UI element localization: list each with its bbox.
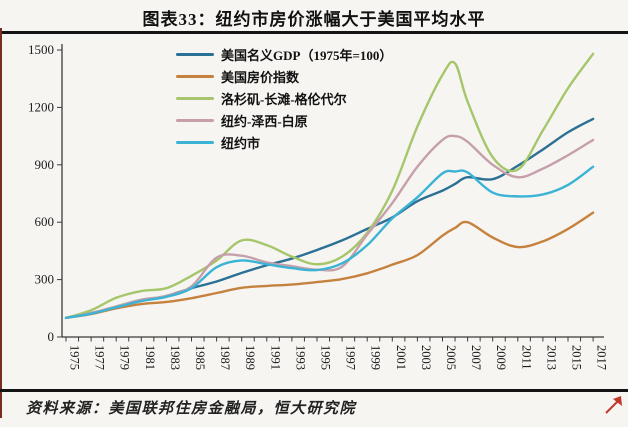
legend-label: 美国房价指数: [221, 69, 300, 85]
x-tick-label: 2015: [570, 345, 584, 370]
legend-label: 洛杉矶-长滩-格伦代尔: [221, 91, 347, 107]
x-tick-label: 2011: [519, 345, 533, 370]
legend-swatch: [176, 140, 214, 144]
x-tick-label: 1999: [369, 345, 383, 370]
x-tick-label: 1991: [268, 345, 282, 370]
y-tick-label: 0: [48, 329, 55, 344]
x-tick-label: 1985: [193, 345, 207, 370]
y-tick-label: 1200: [28, 99, 54, 114]
legend-item: 纽约市: [176, 131, 392, 153]
left-accent-border: [0, 28, 2, 418]
x-tick-label: 1989: [243, 345, 257, 370]
x-tick-label: 2001: [394, 345, 408, 370]
legend-label: 纽约-泽西-白原: [221, 113, 308, 129]
legend-label: 纽约市: [221, 135, 261, 151]
red-arrow-annotation: [605, 396, 622, 414]
series-line-1: [64, 211, 595, 320]
title-divider: [0, 31, 628, 34]
x-tick-label: 1995: [319, 345, 333, 370]
x-tick-label: 2007: [469, 345, 483, 370]
series-line-4: [64, 165, 595, 320]
legend-swatch: [176, 52, 214, 56]
series-line-2: [64, 52, 595, 320]
x-tick-label: 1997: [344, 345, 358, 370]
legend-item: 美国名义GDP（1975年=100）: [176, 43, 392, 65]
legend-swatch: [176, 96, 214, 100]
legend-label: 美国名义GDP（1975年=100）: [221, 47, 393, 63]
x-tick-label: 1975: [68, 345, 82, 370]
chart-legend: 美国名义GDP（1975年=100） 美国房价指数洛杉矶-长滩-格伦代尔 纽约-泽西…: [176, 43, 392, 153]
legend-item: 美国房价指数: [176, 65, 392, 87]
legend-item: 洛杉矶-长滩-格伦代尔: [176, 87, 392, 109]
legend-swatch: [176, 118, 214, 122]
x-tick-label: 1983: [168, 345, 182, 370]
x-tick-label: 1977: [93, 345, 107, 370]
x-tick-label: 2005: [444, 345, 458, 370]
x-tick-label: 1979: [118, 345, 132, 370]
x-tick-label: 2009: [494, 345, 508, 370]
x-tick-label: 2003: [419, 345, 433, 370]
bottom-divider: [0, 389, 628, 392]
source-note: 资料来源：美国联邦住房金融局，恒大研究院: [26, 401, 357, 417]
x-tick-label: 1993: [293, 345, 307, 370]
x-tick-label: 1981: [143, 345, 157, 370]
legend-item: 纽约-泽西-白原: [176, 109, 392, 131]
x-tick-label: 2013: [544, 345, 558, 370]
y-tick-label: 300: [35, 272, 55, 287]
x-tick-label: 2017: [595, 345, 609, 370]
page-title: 图表33：纽约市房价涨幅大于美国平均水平: [142, 10, 486, 29]
legend-swatch: [176, 74, 214, 78]
x-tick-label: 1987: [218, 345, 232, 370]
y-tick-label: 900: [35, 157, 55, 172]
y-tick-label: 600: [35, 214, 55, 229]
y-tick-label: 1500: [28, 42, 54, 57]
